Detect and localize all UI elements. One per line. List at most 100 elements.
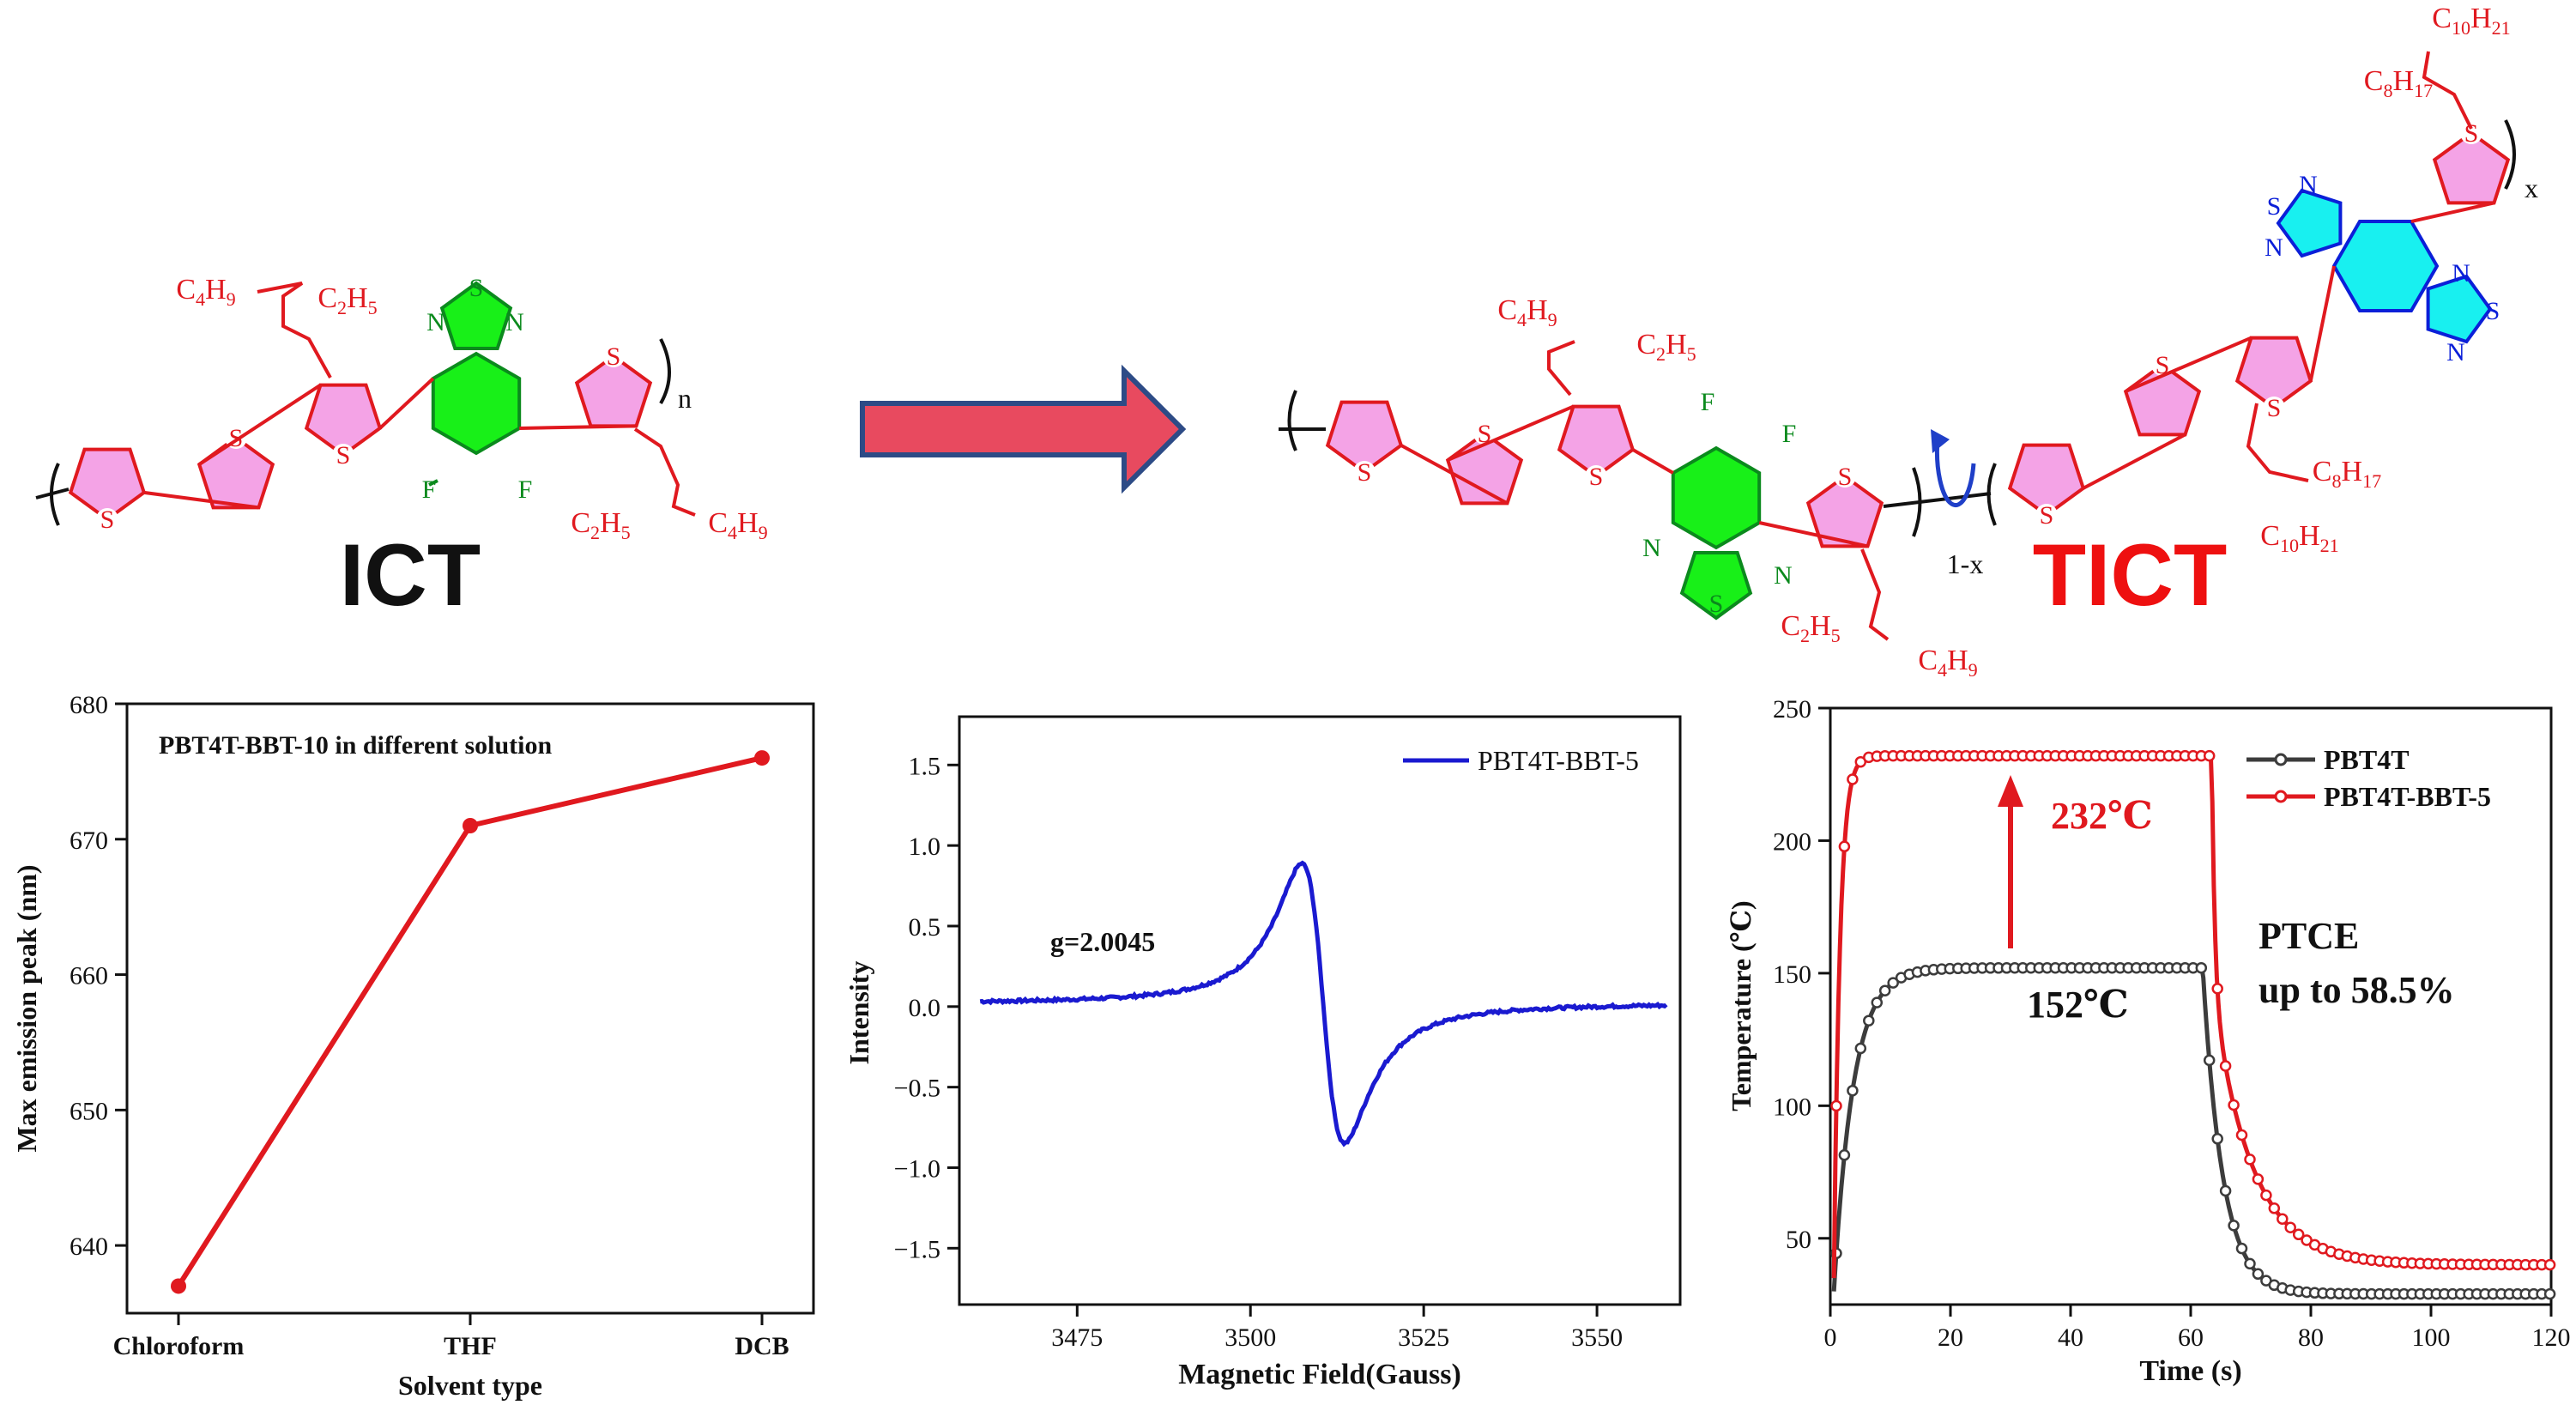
chart3-point-1 xyxy=(2228,1099,2240,1111)
tict-thiophene-4-s-bg xyxy=(1834,465,1856,488)
tict-alkyl-4-part: C xyxy=(1636,329,1656,360)
chart2-y-tick-label: −1.0 xyxy=(894,1154,940,1183)
tict-alkyl-2: C4H9 xyxy=(1918,645,1977,681)
tict-alkyl-8-part: 10 xyxy=(2452,17,2470,39)
chart1-y-tick-label: 650 xyxy=(70,1097,108,1125)
tict-thiophene-5: S xyxy=(2007,443,2086,530)
tict-bbt-s1: S xyxy=(2267,192,2282,221)
chart3-x-tick-label: 40 xyxy=(2058,1323,2083,1352)
chart2-x-tick-label: 3525 xyxy=(1398,1323,1449,1352)
tict-alkyl-6-part: H xyxy=(2299,520,2320,552)
ict-alkyl-1-part: H xyxy=(205,274,227,306)
tict-chain-1 xyxy=(1860,548,1890,641)
tict-thiophene-8-s-bg xyxy=(2460,122,2482,144)
chart3-point-0 xyxy=(2211,1133,2223,1145)
ict-thiophene-3: S xyxy=(304,383,383,469)
chart3-point-0 xyxy=(2195,961,2208,974)
chart2-y-tick-label: 1.0 xyxy=(909,833,941,861)
ict-bond-1-2 xyxy=(143,490,259,510)
tict-bond-5-6 xyxy=(2082,433,2186,490)
ict-thiophene-3-s-bg xyxy=(332,444,354,466)
tict-chain-4 xyxy=(2422,51,2473,130)
tict-thiophene-4-ring xyxy=(1805,474,1884,548)
chart1-x-label: Solvent type xyxy=(398,1370,542,1401)
tict-thiophene-5-ring xyxy=(2007,443,2086,518)
tict-alkyl-8-part: 21 xyxy=(2492,17,2511,39)
tict-bond-2-3 xyxy=(1447,404,1575,462)
left-bracket-close xyxy=(659,338,671,404)
tict-chain-3 xyxy=(2246,403,2309,482)
legend-marker-pbt4t xyxy=(2274,753,2288,766)
legend-label-bbt5: PBT4T-BBT-5 xyxy=(2324,781,2491,812)
chart3-x-label: Time (s) xyxy=(2139,1355,2241,1387)
chart3-point-0 xyxy=(1847,1084,1859,1097)
chart3-x-tick-label: 20 xyxy=(1938,1323,1963,1352)
chart1-x-tick-label: Chloroform xyxy=(113,1332,245,1360)
tict-alkyl-1-part: C xyxy=(1781,610,1800,642)
chart2-series-line xyxy=(979,860,1668,1148)
chart3-point-0 xyxy=(2252,1268,2265,1281)
ict-alkyl-2: C2H5 xyxy=(317,282,377,318)
chart1-x-tick-label: DCB xyxy=(735,1332,789,1360)
tict-thiophene-8: S xyxy=(2432,119,2511,205)
ict-label: ICT xyxy=(340,526,481,624)
chart2-y-tick-label: 1.5 xyxy=(909,752,941,780)
tict-thiophene-6-s-atom: S xyxy=(2156,351,2170,379)
chart3-point-0 xyxy=(1838,1149,1851,1161)
chart1-series-line xyxy=(176,755,763,1288)
chart2-y-tick-label: 0.5 xyxy=(909,913,941,942)
tict-thiophene-5-s-bg xyxy=(2035,504,2058,526)
chart1-x-tick-label: THF xyxy=(444,1332,497,1360)
tict-thiophene-3-ring xyxy=(1557,404,1636,479)
right-bracket-1 xyxy=(1287,390,1297,451)
tict-alkyl-4-part: 5 xyxy=(1687,343,1696,365)
chart3-x-tick-label: 80 xyxy=(2298,1323,2324,1352)
chart3-point-1 xyxy=(1830,1099,1842,1112)
tict-bbt-benzene xyxy=(2331,220,2440,312)
tict-bond-bz-4 xyxy=(1758,521,1868,548)
tict-thiophene-2-s-atom: S xyxy=(1478,420,1492,448)
chart3-point-1 xyxy=(2260,1189,2272,1202)
chart2-y-tick-label: 0.0 xyxy=(909,994,941,1022)
tict-thiadiazole xyxy=(1679,551,1753,621)
tict-btz-n1: N xyxy=(1642,534,1661,562)
chart3-annotation-152: 152℃ xyxy=(2027,984,2129,1026)
ict-bond-3-bz xyxy=(378,377,435,430)
tict-alkyl-7-part: C xyxy=(2364,65,2384,97)
chart3-line-1 xyxy=(1831,754,2550,1279)
tict-alkyl-1-part: 5 xyxy=(1831,625,1841,646)
tict-alkyl-4-part: 2 xyxy=(1656,343,1666,365)
tict-bbt-n4: N xyxy=(2446,338,2465,366)
tict-alkyl-4: C2H5 xyxy=(1636,329,1696,365)
chart3-point-0 xyxy=(1863,1014,1875,1026)
ict-alkyl-2-part: 2 xyxy=(337,297,347,318)
chart3-point-1 xyxy=(2235,1129,2248,1142)
tict-alkyl-2-part: 4 xyxy=(1938,659,1947,681)
tict-thiophene-7: S xyxy=(2234,336,2313,422)
tict-bond-6-7 xyxy=(2125,336,2252,393)
ict-chain-2 xyxy=(633,427,696,517)
chart2-y-tick-label: −0.5 xyxy=(894,1075,940,1103)
tict-thiophene-3: S xyxy=(1557,404,1636,491)
tict-alkyl-6-part: 10 xyxy=(2280,535,2299,556)
chart3-annotation-ptce: PTCE xyxy=(2259,915,2359,957)
legend-marker-bbt5 xyxy=(2274,790,2288,803)
ict-thiophene-3-s-atom: S xyxy=(336,441,351,469)
chart3-y-tick-label: 100 xyxy=(1773,1093,1811,1121)
chart1-point-thf xyxy=(463,818,478,833)
chart3-point-1 xyxy=(2219,1060,2232,1072)
chart3-x-tick-label: 60 xyxy=(2178,1323,2204,1352)
ict-alkyl-2-part: C xyxy=(317,282,337,314)
ict-alkyl-2-part: 5 xyxy=(368,297,378,318)
ict-alkyl-1-part: 9 xyxy=(227,288,236,310)
ict-subscript-n: n xyxy=(678,383,692,414)
ict-alkyl-1-part: C xyxy=(176,274,196,306)
tict-link-bond xyxy=(1883,492,1992,508)
tict-alkyl-6: C10H21 xyxy=(2260,520,2338,556)
chart2-y-label: Intensity xyxy=(844,961,874,1065)
tict-alkyl-3: C4H9 xyxy=(1497,294,1557,330)
ict-thiophene-4-s-bg xyxy=(602,345,625,367)
